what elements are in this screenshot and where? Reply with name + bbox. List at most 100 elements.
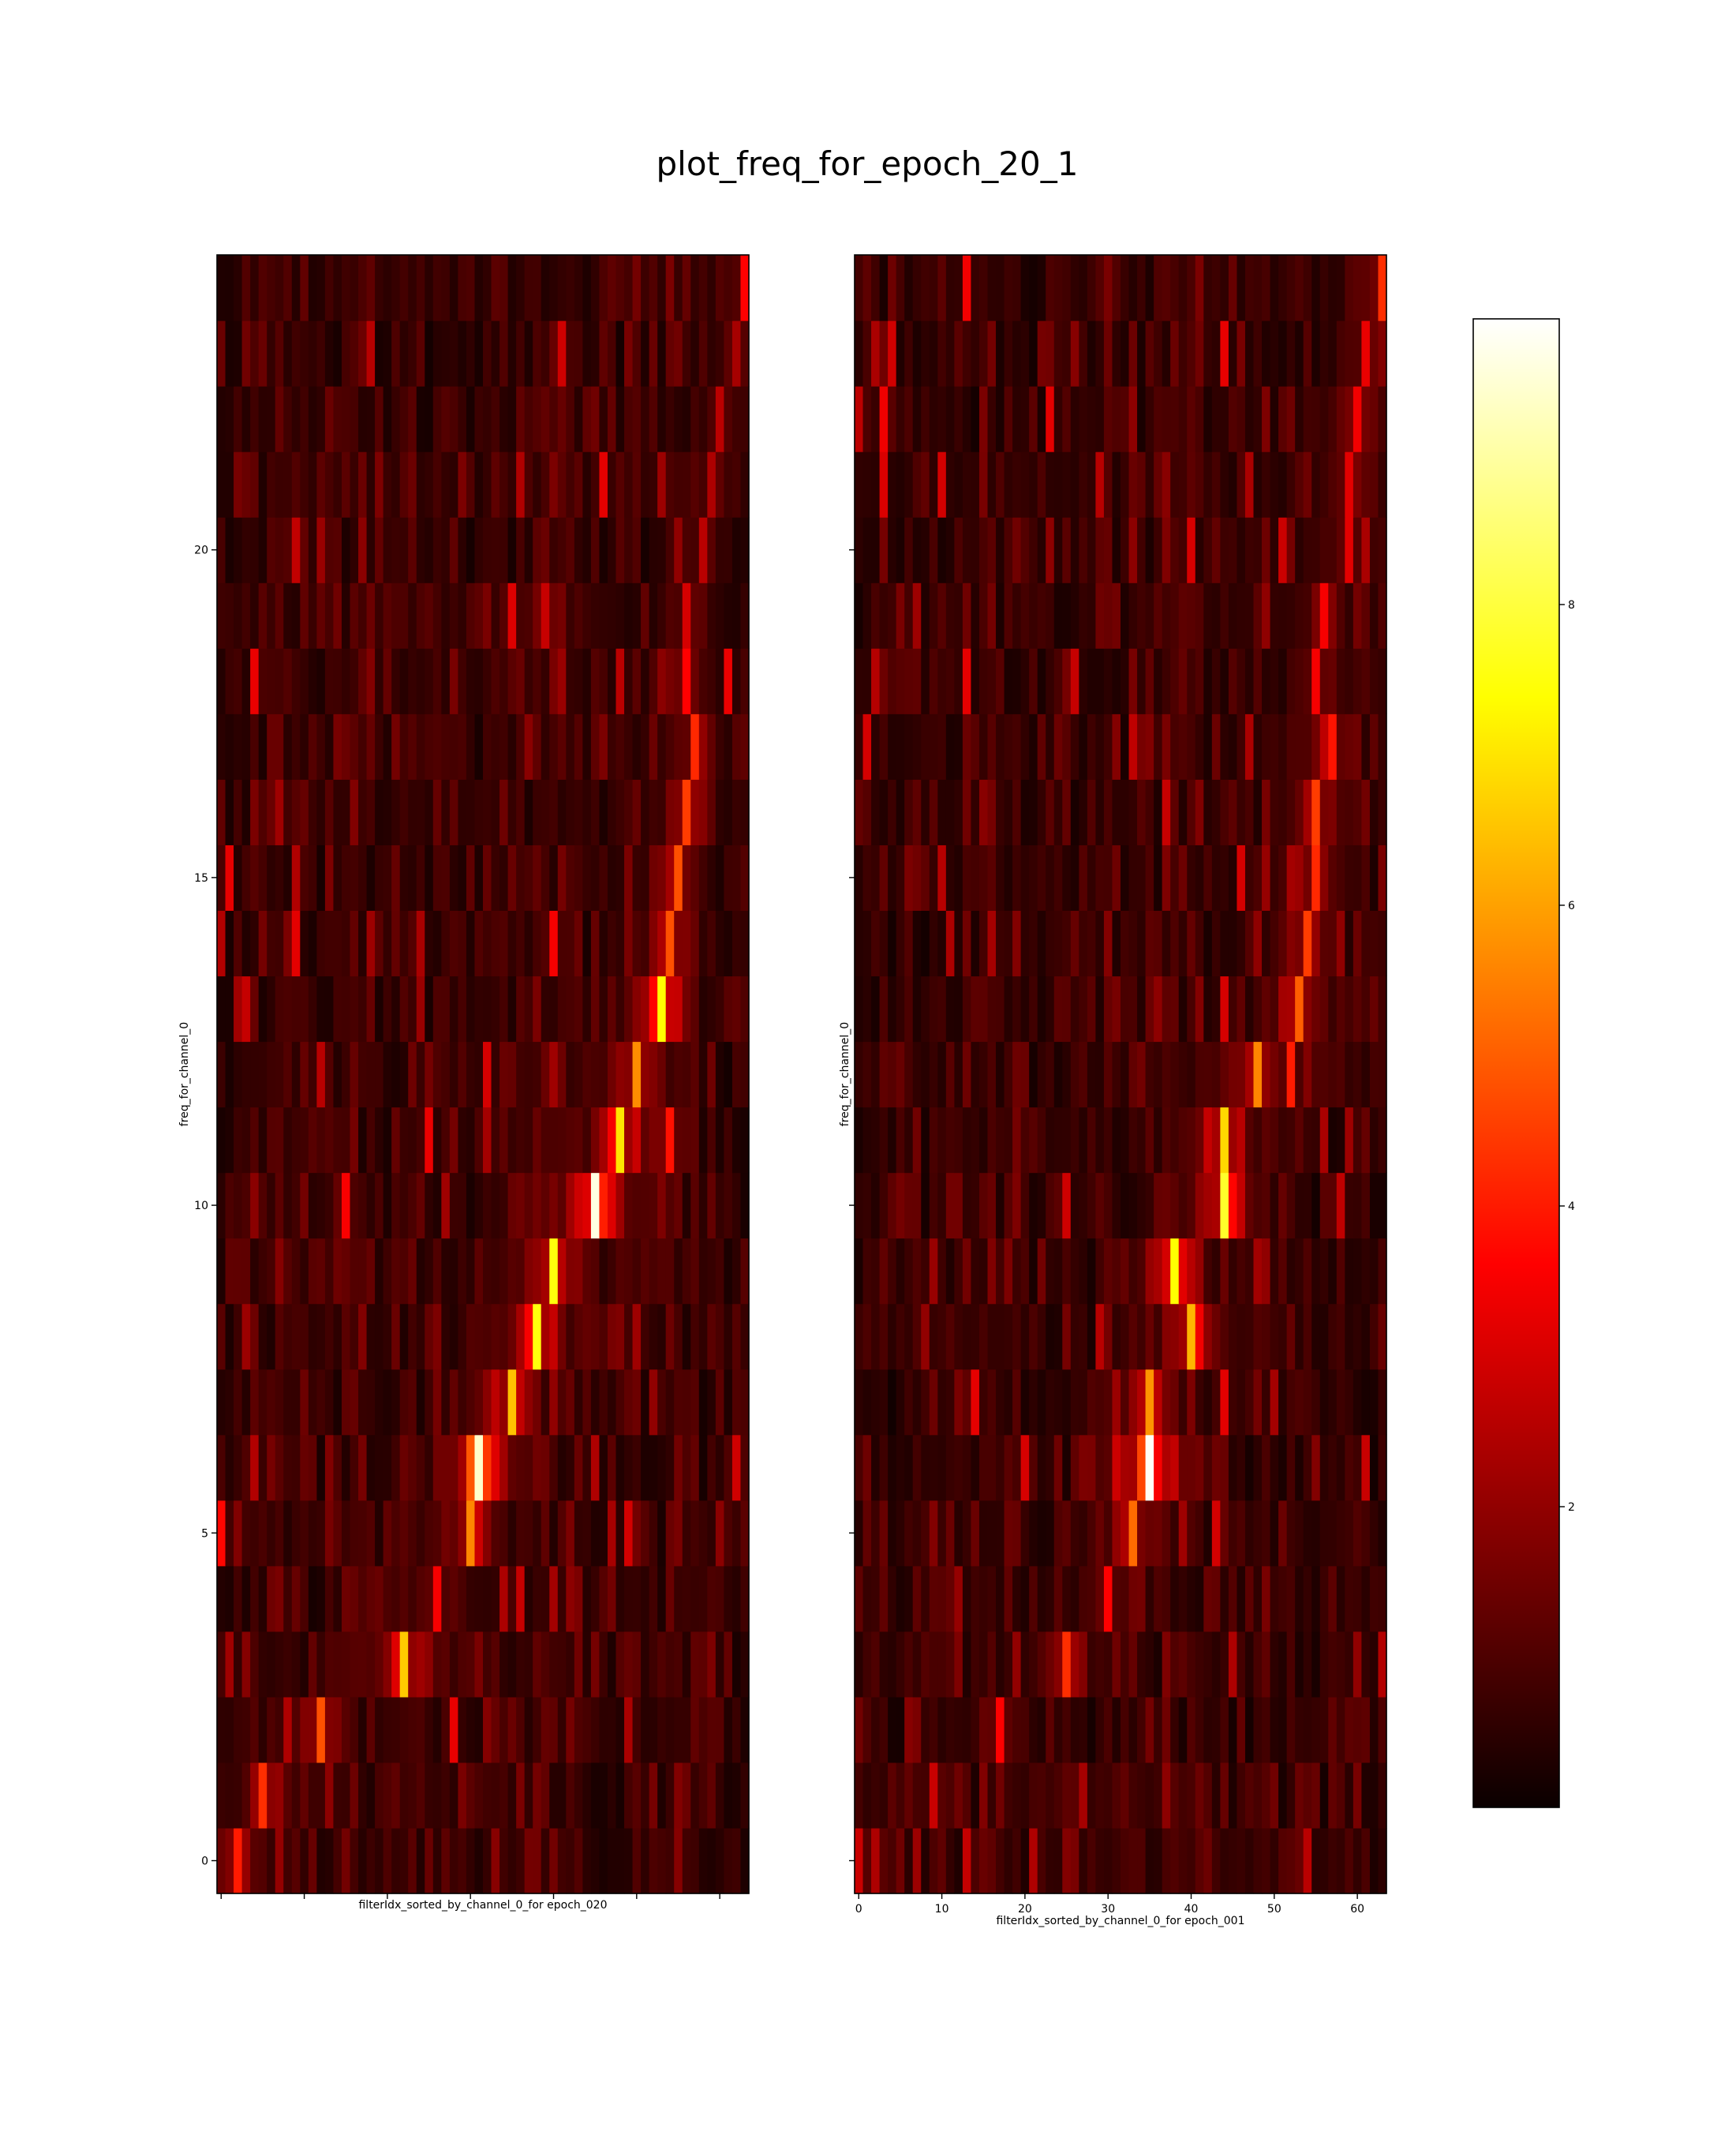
heatmap-cell (1328, 1238, 1338, 1305)
heatmap-cell (929, 1631, 938, 1698)
heatmap-cell (275, 1172, 284, 1239)
heatmap-cell (862, 1500, 872, 1567)
heatmap-cell (1361, 1565, 1371, 1632)
heatmap-cell (615, 1696, 625, 1763)
heatmap-cell (474, 1631, 484, 1698)
heatmap-cell (624, 648, 634, 714)
heatmap-cell (1037, 1631, 1046, 1698)
heatmap-cell (937, 582, 947, 649)
heatmap-cell (1228, 1696, 1238, 1763)
heatmap-cell (358, 1827, 368, 1894)
heatmap-cell (1178, 517, 1188, 583)
heatmap-cell (1121, 1303, 1130, 1370)
heatmap-cell (483, 1369, 492, 1436)
heatmap-cell (862, 1565, 872, 1632)
heatmap-cell (574, 1041, 583, 1108)
heatmap-cell (516, 255, 526, 321)
heatmap-cell (425, 713, 434, 780)
heatmap-cell (607, 1369, 617, 1436)
heatmap-cell (582, 779, 592, 845)
heatmap-cell (1211, 1500, 1221, 1567)
heatmap-cell (1037, 648, 1046, 714)
heatmap-cell (375, 1631, 384, 1698)
heatmap-cell (1228, 1434, 1238, 1501)
heatmap-cell (855, 1172, 864, 1239)
heatmap-cell (549, 1107, 559, 1174)
heatmap-cell (1145, 648, 1154, 714)
heatmap-cell (316, 1696, 326, 1763)
heatmap-cell (1361, 713, 1371, 780)
heatmap-cell (862, 1631, 872, 1698)
heatmap-cell (879, 582, 889, 649)
heatmap-cell (458, 1565, 467, 1632)
heatmap-cell (1187, 648, 1196, 714)
heatmap-cell (657, 255, 667, 321)
heatmap-cell (416, 910, 425, 977)
heatmap-cell (1303, 1238, 1312, 1305)
heatmap-cell (333, 1172, 342, 1239)
heatmap-cell (1170, 451, 1180, 518)
heatmap-cell (483, 1631, 492, 1698)
heatmap-cell (674, 1172, 683, 1239)
heatmap-cell (740, 386, 750, 452)
heatmap-cell (1070, 320, 1079, 387)
heatmap-cell (1345, 1631, 1354, 1698)
heatmap-cell (690, 1303, 700, 1370)
heatmap-cell (333, 386, 342, 452)
heatmap-cell (258, 1762, 268, 1829)
heatmap-cell (888, 1434, 897, 1501)
heatmap-cell (862, 582, 872, 649)
heatmap-cell (657, 779, 667, 845)
heatmap-cell (1145, 1762, 1154, 1829)
heatmap-cell (896, 320, 905, 387)
heatmap-cell (391, 1238, 401, 1305)
heatmap-cell (574, 648, 583, 714)
heatmap-cell (715, 1631, 725, 1698)
heatmap-cell (491, 255, 500, 321)
heatmap-cell (466, 1107, 476, 1174)
heatmap-cell (607, 1041, 617, 1108)
heatmap-cell (1170, 1303, 1180, 1370)
heatmap-cell (1178, 1238, 1188, 1305)
heatmap-cell (1253, 320, 1263, 387)
y-tick-label: 10 (194, 1200, 208, 1212)
heatmap-cell (499, 1303, 509, 1370)
heatmap-cell (888, 1500, 897, 1567)
heatmap-cell (416, 1631, 425, 1698)
heatmap-cell (871, 1434, 881, 1501)
heatmap-cell (996, 910, 1005, 977)
heatmap-cell (896, 1631, 905, 1698)
heatmap-cell (449, 976, 459, 1043)
heatmap-cell (740, 1107, 750, 1174)
heatmap-cell (879, 386, 889, 452)
heatmap-cell (1128, 320, 1138, 387)
heatmap-cell (474, 1827, 484, 1894)
heatmap-cell (308, 582, 317, 649)
heatmap-cell (731, 1631, 742, 1698)
heatmap-cell (324, 517, 335, 583)
heatmap-cell (441, 1303, 451, 1370)
heatmap-cell (1095, 1631, 1105, 1698)
heatmap-cell (533, 517, 542, 583)
heatmap-cell (1137, 1107, 1147, 1174)
heatmap-cell (871, 517, 881, 583)
heatmap-cell (1345, 1369, 1354, 1436)
heatmap-cell (1237, 910, 1246, 977)
heatmap-cell (945, 1565, 955, 1632)
heatmap-cell (1253, 1762, 1263, 1829)
heatmap-cell (491, 1631, 500, 1698)
heatmap-cell (871, 1107, 881, 1174)
heatmap-cell (1361, 1172, 1371, 1239)
heatmap-cell (690, 1107, 700, 1174)
heatmap-cell (499, 976, 509, 1043)
heatmap-cell (324, 1369, 335, 1436)
heatmap-cell (1220, 517, 1229, 583)
heatmap-cell (1121, 1434, 1130, 1501)
heatmap-cell (1020, 451, 1030, 518)
heatmap-cell (557, 713, 567, 780)
heatmap-cell (324, 1238, 335, 1305)
heatmap-cell (987, 1303, 997, 1370)
heatmap-cell (1029, 779, 1038, 845)
heatmap-cell (1378, 976, 1387, 1043)
heatmap-cell (912, 451, 922, 518)
